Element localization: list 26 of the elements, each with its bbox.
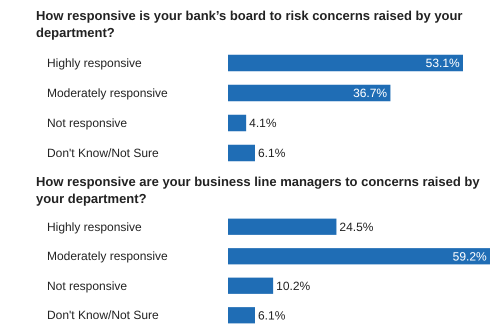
bar: [228, 278, 274, 294]
y-tick-label: Highly responsive: [47, 56, 142, 70]
data-label: 36.7%: [353, 86, 388, 100]
chart-title: How responsive are your business line managers to concerns raised by your department?: [36, 174, 480, 206]
y-tick-label: Moderately responsive: [47, 86, 168, 100]
data-label: 6.1%: [258, 146, 286, 160]
y-tick-label: Not responsive: [47, 116, 128, 130]
y-tick-label: Not responsive: [47, 279, 128, 293]
bar: [228, 54, 463, 72]
bar: [228, 84, 390, 102]
y-tick-label: Highly responsive: [47, 220, 142, 234]
bar: [228, 307, 255, 324]
bar: [228, 248, 490, 264]
chart-title: How responsive is your bank’s board to risk concerns raised by your department?: [36, 8, 462, 40]
bar: [228, 218, 336, 235]
data-label: 6.1%: [258, 308, 286, 322]
data-label: 59.2%: [452, 249, 487, 264]
y-tick-label: Don't Know/Not Sure: [47, 308, 160, 322]
y-tick-label: Don't Know/Not Sure: [47, 146, 160, 160]
bar: [228, 144, 255, 162]
data-label: 53.1%: [426, 56, 460, 70]
data-label: 10.2%: [276, 278, 310, 293]
bar: [228, 114, 246, 132]
data-label: 24.5%: [339, 220, 374, 234]
y-tick-label: Moderately responsive: [47, 249, 168, 263]
data-label: 4.1%: [249, 116, 277, 130]
